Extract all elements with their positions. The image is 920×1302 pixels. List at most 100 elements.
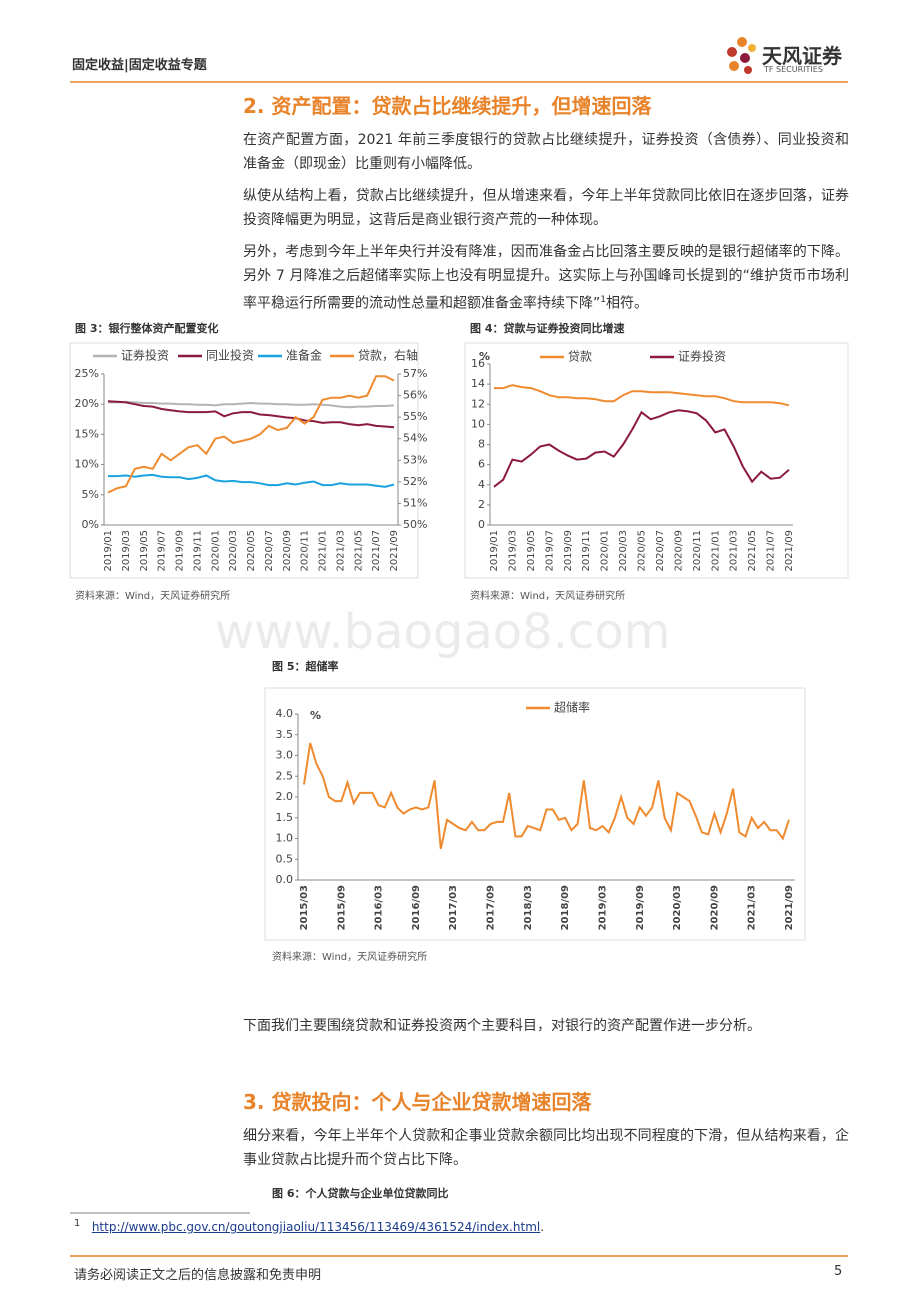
x-tick-label: 2021/03	[729, 530, 740, 572]
y-tick-label: 10%	[75, 458, 99, 471]
figure-frame	[69, 342, 419, 579]
paragraph: 细分来看，今年上半年个人贷款和企事业贷款余额同比均出现不同程度的下滑，但从结构来…	[243, 1128, 849, 1168]
y-tick-label: 0.5	[276, 852, 294, 865]
x-tick-label: 2021/05	[747, 530, 758, 572]
x-tick-label: 2015/09	[336, 885, 347, 930]
legend-label: 证券投资	[121, 348, 169, 363]
x-tick-label: 2020/03	[228, 530, 239, 572]
x-tick-label: 2019/07	[157, 530, 168, 572]
y-tick-label: 3.0	[276, 749, 294, 762]
y2-tick-label: 55%	[403, 410, 427, 423]
x-tick-label: 2018/03	[523, 885, 534, 930]
legend-label: 贷款，右轴	[358, 348, 418, 363]
header-left: 固定收益|固定收益专题	[72, 58, 207, 73]
x-tick-label: 2021/03	[747, 885, 758, 930]
section-heading: 3. 贷款投向：个人与企业贷款增速回落	[243, 1090, 592, 1114]
x-tick-label: 2018/09	[560, 885, 571, 930]
y2-tick-label: 50%	[403, 518, 427, 531]
y-tick-label: 10	[471, 417, 485, 430]
x-tick-label: 2016/09	[411, 885, 422, 930]
paragraph: 下面我们主要围绕贷款和证券投资两个主要科目，对银行的资产配置作进一步分析。	[243, 1018, 761, 1034]
x-tick-label: 2019/09	[175, 530, 186, 572]
y-tick-label: 0%	[82, 518, 99, 531]
legend-label: 证券投资	[678, 349, 726, 364]
x-tick-label: 2017/09	[486, 885, 497, 930]
y2-tick-label: 51%	[403, 496, 427, 509]
paragraph: 纵使从结构上看，贷款占比继续提升，但从增速来看，今年上半年贷款同比依旧在逐步回落…	[243, 188, 849, 228]
x-tick-label: 2019/03	[507, 530, 518, 572]
footnote: 1 http://www.pbc.gov.cn/goutongjiaoliu/1…	[74, 1218, 544, 1234]
footnote-number: 1	[74, 1218, 81, 1229]
x-tick-label: 2020/09	[673, 530, 684, 572]
y2-tick-label: 52%	[403, 475, 427, 488]
y-tick-label: 4.0	[276, 707, 294, 720]
footnote-link[interactable]: http://www.pbc.gov.cn/goutongjiaoliu/113…	[91, 1220, 541, 1234]
y-tick-label: 14	[471, 377, 485, 390]
x-tick-label: 2020/03	[618, 530, 629, 572]
x-tick-label: 2021/01	[710, 530, 721, 572]
legend-label: 同业投资	[206, 348, 254, 363]
x-tick-label: 2019/03	[597, 885, 608, 930]
y-unit: %	[479, 350, 490, 363]
y-tick-label: 0.0	[276, 873, 294, 886]
figure-frame	[264, 687, 806, 941]
page-number: 5	[834, 1264, 843, 1279]
y-tick-label: 8	[478, 438, 485, 451]
legend-label: 超储率	[554, 700, 590, 715]
figure-caption: 图 5：超储率	[272, 660, 339, 673]
figure-frame	[464, 342, 849, 579]
series-line	[108, 473, 395, 488]
text: 相符。	[606, 295, 648, 312]
x-tick-label: 2021/07	[371, 530, 382, 572]
y-tick-label: 6	[478, 458, 485, 471]
series-line	[108, 400, 395, 409]
x-tick-label: 2017/03	[448, 885, 459, 930]
x-tick-label: 2020/05	[637, 530, 648, 572]
y-tick-label: 2	[478, 498, 485, 511]
section-heading: 2. 资产配置：贷款占比继续提升，但增速回落	[243, 94, 652, 118]
figure-caption: 图 4：贷款与证券投资同比增速	[470, 322, 625, 335]
logo-text: 天风证券	[762, 44, 842, 68]
paragraph: 另外，考虑到今年上半年央行并没有降准，因而准备金占比回落主要反映的是银行超储率的…	[243, 240, 849, 316]
y-tick-label: 1.0	[276, 832, 294, 845]
footnote-ref: 1	[600, 295, 606, 305]
x-tick-label: 2020/05	[246, 530, 257, 572]
y-tick-label: 4	[478, 478, 485, 491]
x-tick-label: 2019/07	[544, 530, 555, 572]
x-tick-label: 2021/07	[766, 530, 777, 572]
figure-source: 资料来源：Wind，天风证券研究所	[272, 952, 428, 963]
y-tick-label: 20%	[75, 397, 99, 410]
series-line	[303, 742, 790, 850]
figure-source: 资料来源：Wind，天风证券研究所	[470, 591, 626, 602]
y-tick-label: 12	[471, 397, 485, 410]
y-tick-label: 1.5	[276, 811, 294, 824]
x-tick-label: 2019/03	[121, 530, 132, 572]
figure-source: 资料来源：Wind，天风证券研究所	[75, 591, 231, 602]
y2-tick-label: 53%	[403, 453, 427, 466]
y2-tick-label: 57%	[403, 367, 427, 380]
footer-disclaimer: 请务必阅读正文之后的信息披露和免责申明	[74, 1268, 322, 1283]
y-tick-label: 25%	[75, 367, 99, 380]
figure-caption: 图 6：个人贷款与企业单位贷款同比	[272, 1187, 449, 1200]
x-tick-label: 2019/01	[489, 530, 500, 572]
x-tick-label: 2021/09	[784, 885, 795, 930]
legend-label: 贷款	[568, 350, 592, 364]
x-tick-label: 2019/11	[192, 530, 203, 572]
series-line	[107, 400, 395, 429]
y-tick-label: 3.5	[276, 728, 294, 741]
text: 另外，考虑到今年上半年央行并没有降准，因而准备金占比回落主要反映的是银行超储率的…	[243, 244, 849, 312]
x-tick-label: 2019/01	[103, 530, 114, 572]
x-tick-label: 2020/01	[600, 530, 611, 572]
figure-caption: 图 3：银行整体资产配置变化	[75, 322, 219, 335]
x-tick-label: 2021/03	[335, 530, 346, 572]
logo-mark	[727, 37, 756, 74]
text: .	[540, 1220, 545, 1234]
y-tick-label: 16	[471, 357, 485, 370]
x-tick-label: 2020/07	[655, 530, 666, 572]
x-tick-label: 2019/09	[563, 530, 574, 572]
y-tick-label: 15%	[75, 427, 99, 440]
x-tick-label: 2021/09	[389, 530, 400, 572]
series-line	[493, 409, 790, 488]
